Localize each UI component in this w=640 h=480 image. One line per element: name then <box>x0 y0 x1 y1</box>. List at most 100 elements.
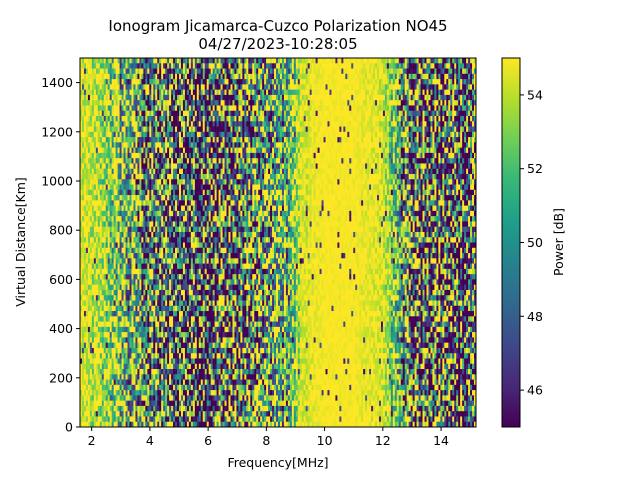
heatmap-cell <box>181 142 183 148</box>
heatmap-cell <box>199 316 201 322</box>
heatmap-cell <box>92 190 94 196</box>
heatmap-cell <box>165 206 167 212</box>
heatmap-cell <box>191 390 193 396</box>
heatmap-cell <box>120 416 122 422</box>
heatmap-cell <box>201 169 203 175</box>
heatmap-cell <box>108 185 110 191</box>
heatmap-cell <box>86 322 88 328</box>
heatmap-cell <box>124 121 126 127</box>
heatmap-cell <box>183 148 185 154</box>
heatmap-cell <box>197 221 199 227</box>
heatmap-cell <box>203 227 205 233</box>
heatmap-cell <box>177 116 179 122</box>
heatmap-cell <box>139 348 141 354</box>
heatmap-cell <box>82 69 84 75</box>
heatmap-cell <box>124 358 126 364</box>
heatmap-cell <box>124 264 126 270</box>
heatmap-cell <box>124 142 126 148</box>
heatmap-cell <box>151 148 153 154</box>
heatmap-cell <box>209 90 211 96</box>
heatmap-cell <box>96 58 98 64</box>
heatmap-cell <box>135 332 137 338</box>
heatmap-cell <box>149 116 151 122</box>
heatmap-cell <box>189 169 191 175</box>
heatmap-cell <box>161 332 163 338</box>
heatmap-cell <box>98 100 100 106</box>
heatmap-cell <box>106 58 108 64</box>
heatmap-cell <box>203 121 205 127</box>
heatmap-cell <box>199 385 201 391</box>
heatmap-cell <box>86 174 88 180</box>
heatmap-cell <box>141 100 143 106</box>
heatmap-cell <box>143 380 145 386</box>
heatmap-cell <box>114 221 116 227</box>
heatmap-cell <box>163 200 165 206</box>
heatmap-cell <box>114 174 116 180</box>
heatmap-cell <box>133 290 135 296</box>
heatmap-cell <box>187 206 189 212</box>
heatmap-cell <box>137 227 139 233</box>
heatmap-cell <box>175 63 177 69</box>
heatmap-cell <box>82 105 84 111</box>
heatmap-cell <box>90 253 92 259</box>
heatmap-cell <box>155 290 157 296</box>
heatmap-cell <box>141 348 143 354</box>
heatmap-cell <box>165 63 167 69</box>
heatmap-cell <box>217 290 219 296</box>
heatmap-cell <box>197 111 199 117</box>
heatmap-cell <box>92 169 94 175</box>
heatmap-cell <box>139 84 141 90</box>
heatmap-cell <box>84 58 86 64</box>
heatmap-cell <box>137 369 139 375</box>
heatmap-cell <box>149 300 151 306</box>
heatmap-cell <box>199 264 201 270</box>
heatmap-cell <box>110 243 112 249</box>
heatmap-cell <box>90 163 92 169</box>
heatmap-cell <box>165 337 167 343</box>
heatmap-cell <box>92 327 94 333</box>
heatmap-cell <box>116 348 118 354</box>
heatmap-cell <box>219 116 221 122</box>
heatmap-cell <box>90 311 92 317</box>
heatmap-cell <box>145 105 147 111</box>
heatmap-cell <box>126 195 128 201</box>
heatmap-cell <box>98 79 100 85</box>
heatmap-cell <box>98 84 100 90</box>
heatmap-cell <box>157 148 159 154</box>
heatmap-cell <box>179 195 181 201</box>
heatmap-cell <box>90 105 92 111</box>
heatmap-cell <box>133 185 135 191</box>
heatmap-cell <box>217 380 219 386</box>
heatmap-cell <box>88 358 90 364</box>
heatmap-cell <box>205 232 207 238</box>
heatmap-cell <box>209 153 211 159</box>
heatmap-cell <box>131 306 133 312</box>
heatmap-cell <box>114 237 116 243</box>
heatmap-cell <box>167 348 169 354</box>
heatmap-cell <box>195 385 197 391</box>
heatmap-cell <box>124 185 126 191</box>
heatmap-cell <box>149 137 151 143</box>
heatmap-cell <box>86 332 88 338</box>
heatmap-cell <box>110 337 112 343</box>
heatmap-cell <box>131 174 133 180</box>
heatmap-cell <box>128 401 130 407</box>
heatmap-cell <box>137 374 139 380</box>
heatmap-cell <box>161 279 163 285</box>
heatmap-cell <box>177 137 179 143</box>
heatmap-cell <box>205 406 207 412</box>
heatmap-cell <box>82 316 84 322</box>
heatmap-cell <box>153 380 155 386</box>
heatmap-cell <box>181 216 183 222</box>
heatmap-cell <box>181 390 183 396</box>
heatmap-cell <box>179 395 181 401</box>
heatmap-cell <box>163 274 165 280</box>
heatmap-cell <box>102 253 104 259</box>
heatmap-cell <box>199 200 201 206</box>
heatmap-cell <box>201 127 203 133</box>
heatmap-cell <box>175 111 177 117</box>
heatmap-cell <box>195 79 197 85</box>
heatmap-cell <box>100 358 102 364</box>
heatmap-cell <box>147 74 149 80</box>
heatmap-cell <box>153 358 155 364</box>
